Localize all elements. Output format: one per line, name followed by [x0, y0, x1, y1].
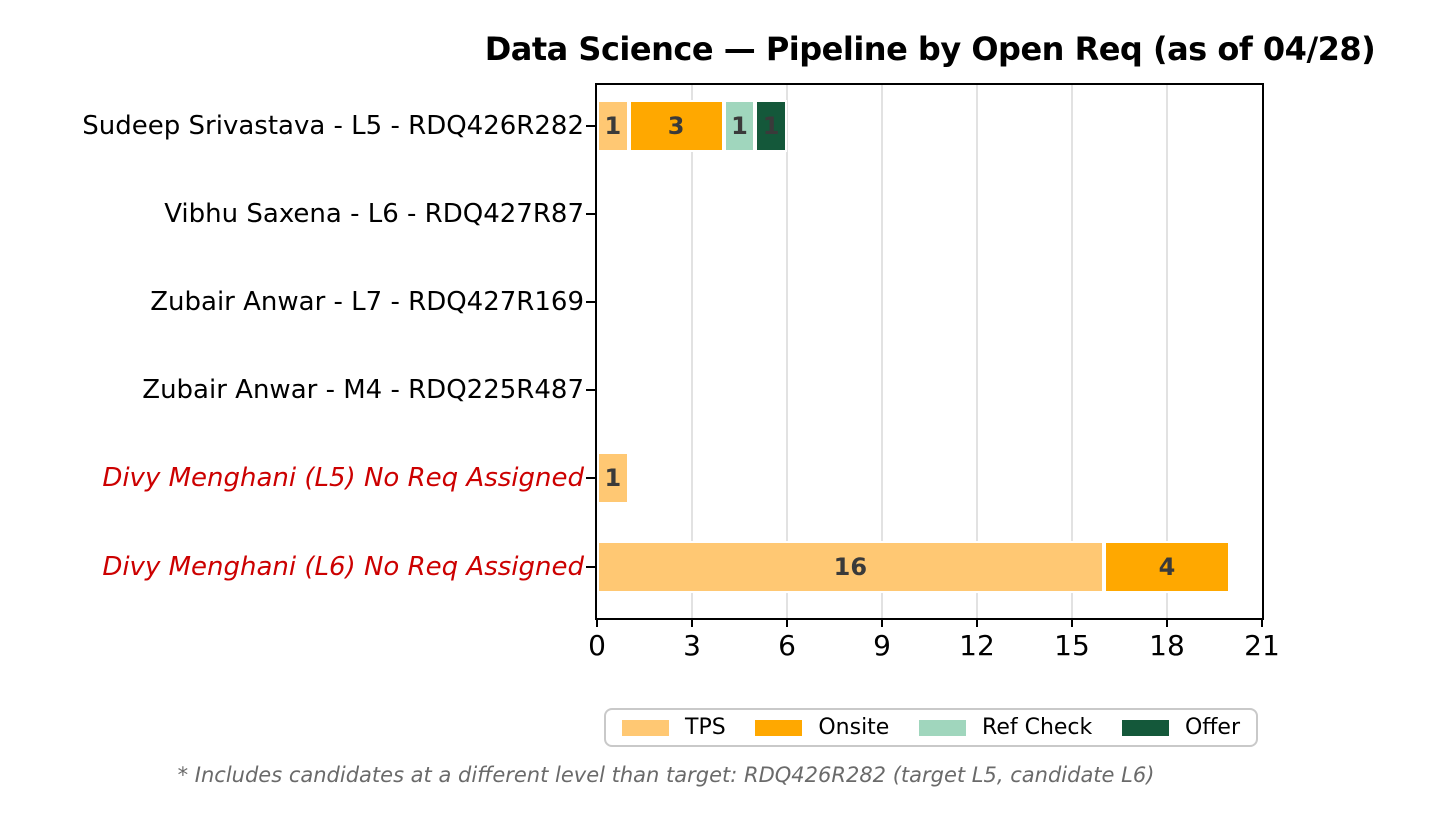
- bar-segment: 1: [755, 99, 787, 152]
- y-axis-label: Divy Menghani (L6) No Req Assigned: [102, 551, 584, 582]
- bar-segment-label: 4: [1158, 552, 1176, 581]
- y-tick-mark: [586, 389, 595, 392]
- legend-swatch: [755, 719, 803, 736]
- y-tick-mark: [586, 477, 595, 480]
- bar-segment-label: 16: [833, 552, 868, 581]
- x-tick-label: 15: [1054, 629, 1090, 662]
- legend-label: Onsite: [818, 715, 890, 740]
- x-tick-label: 0: [588, 629, 606, 662]
- x-tick-label: 3: [683, 629, 701, 662]
- bar-segment-label: 1: [731, 111, 748, 140]
- legend-swatch: [919, 719, 967, 736]
- legend-item: Ref Check: [919, 715, 1092, 740]
- bar-segment-label: 1: [604, 111, 622, 140]
- bar-segment: 1: [597, 452, 629, 505]
- legend: TPS Onsite Ref Check Offer: [604, 708, 1258, 747]
- y-tick-mark: [586, 212, 595, 215]
- y-tick-mark: [586, 565, 595, 568]
- x-tick-label: 21: [1244, 629, 1280, 662]
- legend-label: Offer: [1184, 715, 1240, 740]
- footnote: * Includes candidates at a different lev…: [177, 763, 1155, 787]
- x-tick-mark: [1261, 618, 1263, 627]
- legend-swatch: [1121, 719, 1169, 736]
- y-axis-label: Vibhu Saxena - L6 - RDQ427R87: [164, 198, 584, 229]
- y-tick-mark: [586, 300, 595, 303]
- x-tick-mark: [976, 618, 978, 627]
- legend-item: TPS: [622, 715, 726, 740]
- gridline: [1071, 85, 1073, 618]
- y-axis-label: Divy Menghani (L5) No Req Assigned: [102, 463, 584, 494]
- gridline: [691, 85, 693, 618]
- bar-segment: 4: [1103, 540, 1231, 593]
- gridline: [1166, 85, 1168, 618]
- x-tick-label: 9: [873, 629, 891, 662]
- x-tick-mark: [1071, 618, 1073, 627]
- legend-label: TPS: [685, 715, 726, 740]
- legend-swatch: [622, 719, 669, 736]
- x-tick-label: 12: [959, 629, 995, 662]
- gridline: [786, 85, 788, 618]
- legend-item: Onsite: [755, 715, 889, 740]
- y-axis-label: Sudeep Srivastava - L5 - RDQ426R282: [82, 110, 584, 141]
- plot-area: 1 3 1 1 1 16 4: [595, 83, 1264, 620]
- x-tick-mark: [1166, 618, 1168, 627]
- gridline: [976, 85, 978, 618]
- chart-title: Data Science — Pipeline by Open Req (as …: [484, 30, 1376, 68]
- bar-segment: 3: [628, 99, 724, 152]
- legend-item: Offer: [1121, 715, 1240, 740]
- legend-label: Ref Check: [982, 715, 1093, 740]
- bar-segment-label: 3: [667, 111, 685, 140]
- bar-segment-label: 1: [604, 464, 622, 493]
- x-tick-mark: [691, 618, 693, 627]
- gridline: [881, 85, 883, 618]
- x-tick-mark: [596, 618, 598, 627]
- x-tick-label: 6: [778, 629, 796, 662]
- y-axis-label: Zubair Anwar - L7 - RDQ427R169: [150, 286, 584, 317]
- x-tick-mark: [786, 618, 788, 627]
- x-tick-label: 18: [1149, 629, 1185, 662]
- y-axis-label: Zubair Anwar - M4 - RDQ225R487: [142, 375, 584, 406]
- bar-segment: 16: [597, 540, 1104, 593]
- bar-segment: 1: [723, 99, 756, 152]
- bar-segment-label: 1: [762, 111, 780, 140]
- x-tick-mark: [881, 618, 883, 627]
- bar-segment: 1: [597, 99, 629, 152]
- y-tick-mark: [586, 124, 595, 127]
